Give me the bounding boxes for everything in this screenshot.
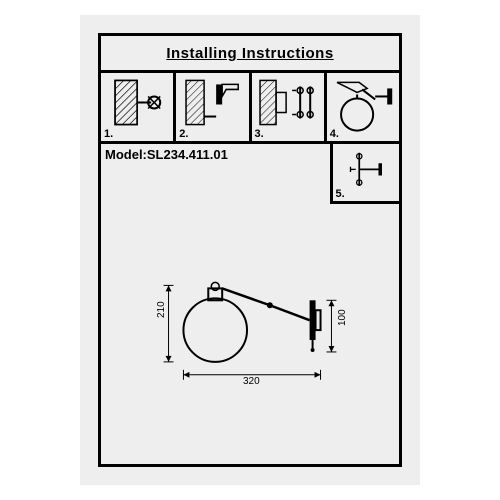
step-2-num: 2. (179, 128, 188, 140)
step-1: 1. (101, 73, 176, 141)
dim-mount-height: 100 (337, 309, 348, 326)
step-5: 5. (330, 143, 399, 204)
step-4-num: 4. (330, 128, 339, 140)
dim-width: 320 (243, 376, 260, 387)
model-row: Model:SL234.411.01 5. (101, 144, 399, 170)
title-bar: Installing Instructions (101, 36, 399, 73)
step-1-num: 1. (104, 128, 113, 140)
step-3: 3. (252, 73, 327, 141)
steps-row: 1. 2. (101, 73, 399, 144)
model-number: SL234.411.01 (147, 147, 228, 162)
step-3-num: 3. (255, 128, 264, 140)
outer-frame: Installing Instructions 1. (98, 33, 402, 467)
instruction-sheet: Installing Instructions 1. (80, 15, 420, 485)
title-text: Installing Instructions (166, 45, 333, 62)
dim-globe-height: 210 (156, 301, 167, 318)
dimension-diagram: 320 210 100 (101, 226, 399, 464)
step-4: 4. (327, 73, 399, 141)
step-2: 2. (176, 73, 251, 141)
product-drawing (101, 226, 399, 464)
step-5-num: 5. (336, 188, 345, 200)
model-prefix: Model: (105, 147, 147, 162)
model-label: Model:SL234.411.01 (101, 144, 330, 170)
